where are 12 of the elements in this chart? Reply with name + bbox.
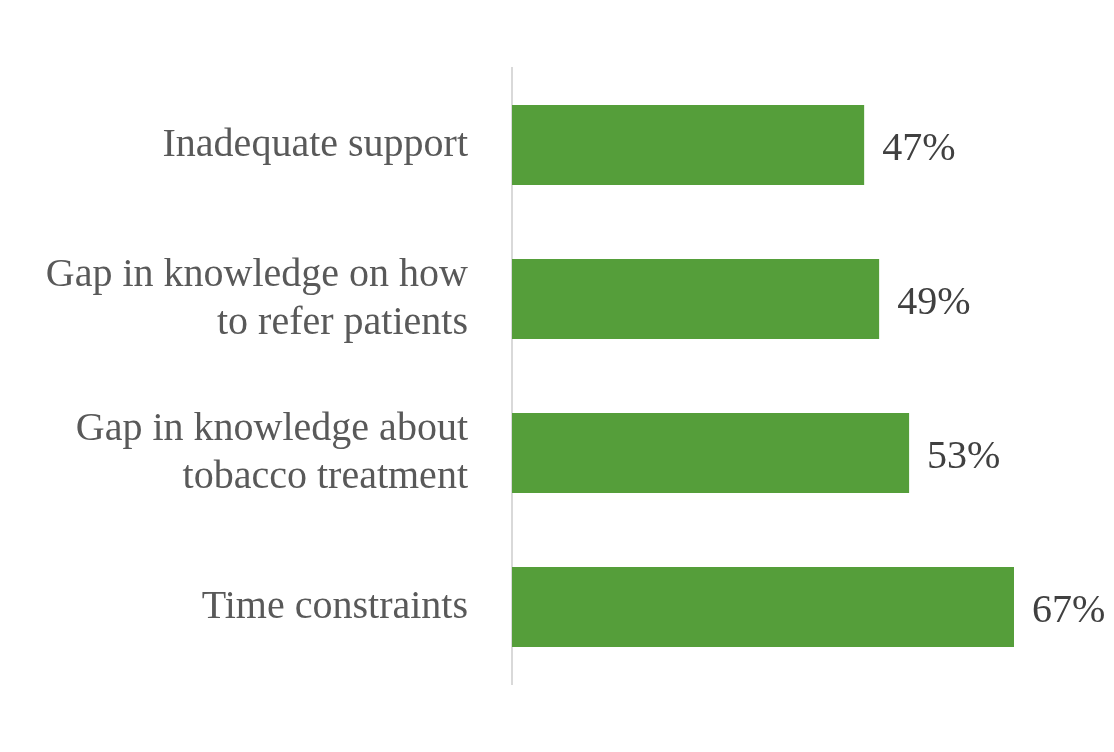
data-label: 47% (882, 123, 956, 169)
y-tick-label: Inadequate support (162, 119, 468, 165)
data-label: 53% (927, 431, 1001, 477)
y-tick-label: Time constraints (201, 581, 468, 627)
bar (512, 412, 910, 494)
data-label: 67% (1032, 585, 1106, 631)
data-label: 49% (897, 277, 971, 323)
y-tick-label: Gap in knowledge about tobacco treatment (75, 403, 468, 497)
y-tick-label: Gap in knowledge on how to refer patients (45, 249, 469, 343)
bar (512, 104, 865, 186)
bar (512, 566, 1014, 648)
bar (512, 258, 880, 340)
